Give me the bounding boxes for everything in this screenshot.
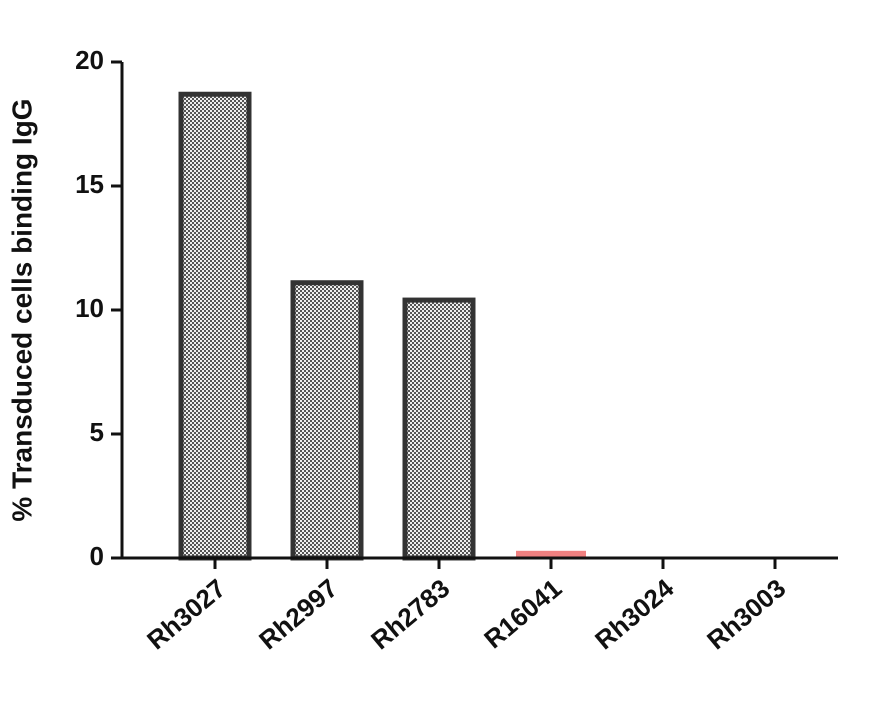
y-tick-label: 10 bbox=[75, 293, 104, 323]
y-tick-label: 5 bbox=[90, 417, 104, 447]
y-tick-label: 0 bbox=[90, 541, 104, 571]
x-tick-label: Rh3027 bbox=[141, 573, 231, 655]
bar bbox=[402, 297, 476, 561]
y-axis-label: % Transduced cells binding IgG bbox=[6, 98, 37, 521]
x-tick-label: Rh2997 bbox=[253, 573, 343, 655]
x-tick-label: R16041 bbox=[478, 573, 567, 655]
x-tick-label: Rh3003 bbox=[701, 573, 791, 655]
x-tick-label: Rh3024 bbox=[589, 573, 680, 656]
y-tick-label: 20 bbox=[75, 45, 104, 75]
bar bbox=[290, 280, 364, 561]
y-tick-label: 15 bbox=[75, 169, 104, 199]
bar bbox=[178, 91, 252, 561]
x-tick-label: Rh2783 bbox=[365, 573, 455, 655]
